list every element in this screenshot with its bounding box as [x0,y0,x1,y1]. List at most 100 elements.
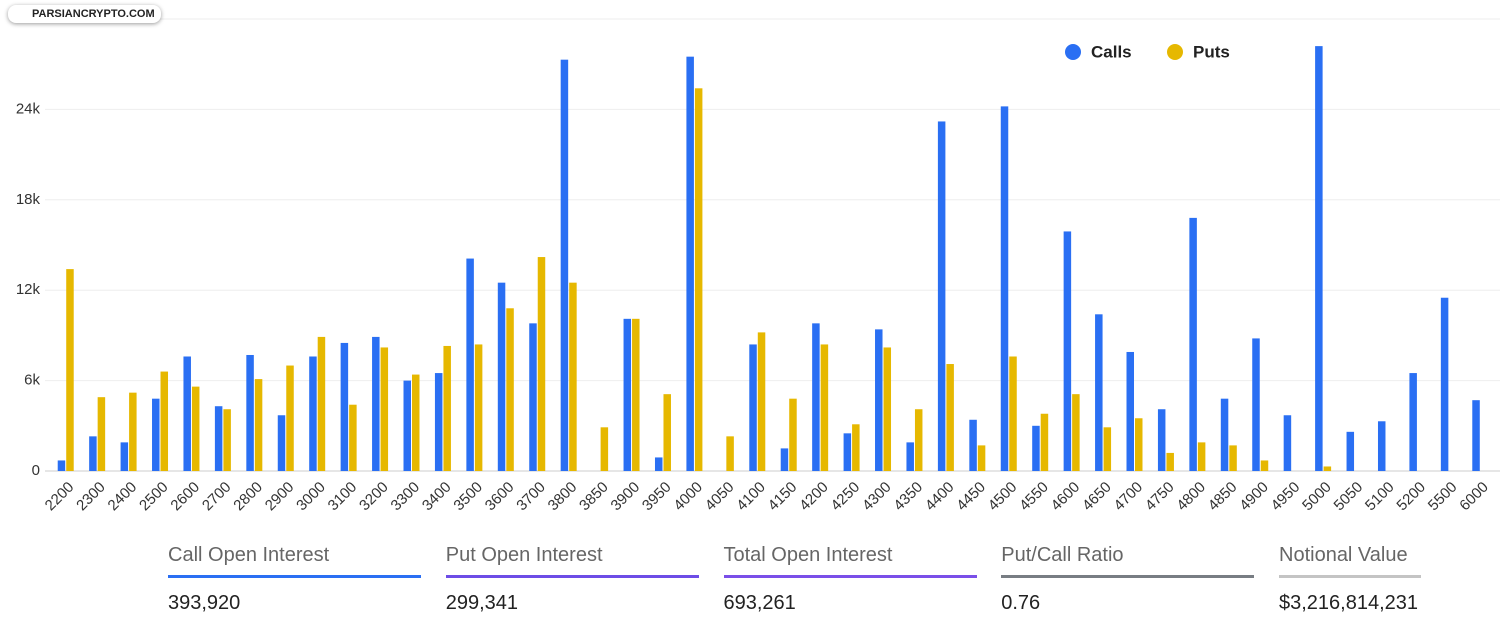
x-tick-label: 4050 [702,479,738,515]
stat-underline [445,575,699,578]
stat-underline [1001,575,1255,578]
stat-value: 693,261 [723,592,796,614]
stat-underline [168,575,421,578]
y-tick-label: 24k [16,100,41,117]
x-tick-label: 4250 [828,479,864,515]
legend-label: Puts [1193,42,1230,61]
watermark: PARSIANCRYPTO.COM [8,5,161,23]
bar [820,344,829,471]
x-tick-label: 2700 [199,479,235,515]
legend-label: Calls [1091,42,1132,61]
bar [254,379,263,471]
x-tick-label: 3200 [356,479,392,515]
bar [160,371,169,471]
bar [412,374,420,471]
legend-marker [1167,44,1183,60]
stat-label: Call Open Interest [168,544,330,566]
x-tick-label: 4150 [765,479,801,515]
bar [726,436,734,471]
bar [1260,460,1269,471]
stat-label: Notional Value [1279,544,1408,566]
bar [97,397,106,471]
stat: Total Open Interest 693,261 [723,544,977,615]
bar [246,354,254,471]
x-tick-label: 3850 [576,479,612,515]
x-tick-label: 4850 [1205,479,1241,515]
bar [1009,356,1017,471]
bar [623,318,632,471]
stat-underline [723,575,977,578]
bar [443,345,451,471]
chart: 06k12k18k24k30k2200230024002500260027002… [16,10,1500,515]
bar [1472,400,1480,471]
bar [1095,314,1103,471]
bar [1166,452,1174,471]
bar [632,318,640,471]
stat-value: 299,341 [445,592,519,614]
bar [694,88,703,471]
bar [1346,431,1355,471]
bar [403,380,411,471]
bar [317,336,326,471]
bar [789,398,797,471]
x-tick-label: 2400 [105,479,141,515]
bar [183,356,191,471]
stat-value: 0.76 [1001,592,1041,614]
bar [1063,231,1072,471]
bar [969,419,977,471]
x-tick-label: 5000 [1299,479,1335,515]
stat: Call Open Interest 393,920 [168,544,421,615]
x-tick-label: 3600 [482,479,518,515]
bar [497,282,506,471]
bar [937,121,946,471]
bar [883,347,892,471]
x-tick-label: 2300 [73,479,109,515]
bar [506,308,514,471]
bar [914,409,923,471]
x-tick-label: 2500 [136,479,172,515]
x-tick-label: 4450 [953,479,989,515]
x-tick-label: 5500 [1425,479,1461,515]
bar [1103,427,1112,471]
bar [663,394,671,471]
x-tick-label: 4500 [985,479,1021,515]
bar [529,323,537,471]
x-tick-label: 4350 [890,479,926,515]
bar [1000,106,1009,472]
bar [843,433,852,471]
bar [1189,217,1197,471]
stat-value: $3,216,814,231 [1279,592,1419,614]
y-tick-label: 12k [16,281,41,298]
x-tick-label: 5050 [1331,479,1367,515]
bar [1252,338,1260,471]
bar [875,329,883,471]
x-tick-label: 3100 [325,479,361,515]
bar [1126,351,1134,471]
bar [654,457,663,471]
x-tick-label: 4950 [1268,479,1304,515]
bar [340,342,349,471]
stat: Put/Call Ratio 0.76 [1001,544,1255,615]
x-tick-label: 3800 [545,479,581,515]
bar [780,448,789,471]
bar [1440,297,1449,471]
bar [466,258,474,471]
x-tick-label: 4300 [859,479,895,515]
x-tick-label: 4900 [1236,479,1272,515]
x-tick-label: 3700 [513,479,549,515]
bar [372,336,380,471]
stat-label: Total Open Interest [723,544,893,566]
bar [223,409,231,471]
x-tick-label: 4800 [1173,479,1209,515]
x-tick-label: 2900 [262,479,298,515]
y-tick-label: 6k [24,372,40,389]
bar [66,269,74,471]
bar [380,347,389,471]
bar [1197,442,1206,471]
stat: Put Open Interest 299,341 [445,544,699,615]
bar [906,442,914,471]
bar [1040,413,1049,471]
bar [1072,394,1080,471]
bar [560,59,569,472]
stat-value: 393,920 [168,592,241,614]
